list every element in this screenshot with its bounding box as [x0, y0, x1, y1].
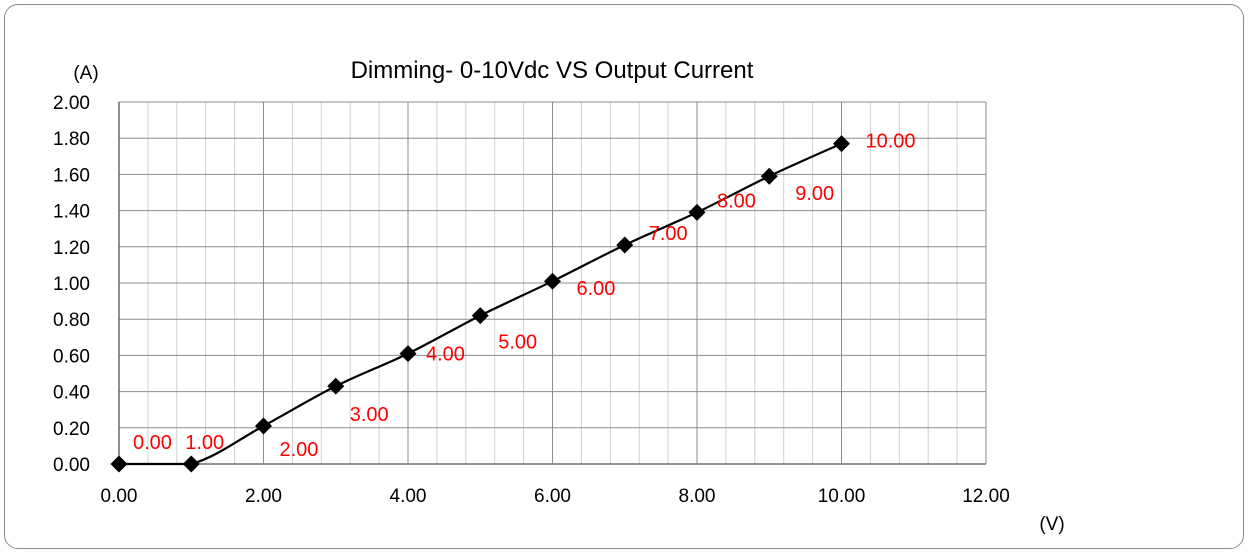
chart-title: Dimming- 0-10Vdc VS Output Current — [351, 57, 754, 84]
axis-layer: 0.00 0.20 0.40 0.60 0.80 1.00 1.20 1.40 1.60 1.80… — [53, 93, 1010, 507]
data-label: 8.00 — [717, 190, 756, 212]
data-label: 10.00 — [866, 131, 916, 153]
x-tick-label: 0.00 — [101, 486, 138, 507]
data-label: 7.00 — [649, 223, 688, 245]
data-label: 0.00 — [133, 432, 172, 454]
y-tick-label: 0.60 — [53, 346, 90, 367]
data-label: 2.00 — [280, 439, 319, 461]
y-tick-label: 0.80 — [53, 310, 90, 331]
y-tick-label: 0.00 — [53, 455, 90, 476]
x-tick-label: 2.00 — [245, 486, 282, 507]
x-tick-label: 10.00 — [818, 486, 866, 507]
data-point-marker — [616, 236, 634, 254]
x-axis-unit-label: (V) — [1039, 514, 1064, 535]
x-tick-label: 4.00 — [390, 486, 427, 507]
y-tick-label: 1.20 — [53, 238, 90, 259]
y-tick-label: 2.00 — [53, 93, 90, 114]
data-point-marker — [688, 203, 706, 221]
data-label: 9.00 — [795, 183, 834, 205]
x-tick-label: 12.00 — [962, 486, 1010, 507]
chart-frame — [4, 4, 1244, 549]
data-point-marker — [110, 455, 128, 473]
data-label: 1.00 — [185, 432, 224, 454]
data-point-marker — [399, 345, 417, 363]
data-point-marker — [544, 272, 561, 290]
y-tick-label: 1.00 — [53, 274, 90, 295]
series-layer — [110, 135, 850, 473]
y-tick-label: 1.60 — [53, 165, 90, 186]
y-tick-label: 1.80 — [53, 129, 90, 150]
x-tick-label: 8.00 — [679, 486, 716, 507]
data-point-marker — [760, 167, 778, 185]
y-tick-label: 0.20 — [53, 419, 90, 440]
data-label: 6.00 — [577, 278, 616, 300]
label-layer: 0.00 1.00 2.00 3.00 4.00 5.00 6.00 7.00 8.00 9.00… — [133, 131, 916, 461]
data-point-marker — [327, 377, 345, 395]
x-tick-label: 6.00 — [534, 486, 571, 507]
y-tick-label: 1.40 — [53, 202, 90, 223]
data-point-marker — [182, 455, 200, 473]
data-label: 3.00 — [350, 404, 389, 426]
data-point-marker — [833, 135, 850, 153]
data-point-marker — [255, 417, 272, 435]
y-axis-unit-label: (A) — [73, 63, 98, 84]
y-tick-label: 0.40 — [53, 383, 90, 404]
grid-layer — [118, 101, 987, 465]
data-point-marker — [471, 307, 489, 325]
data-label: 4.00 — [426, 344, 465, 366]
data-label: 5.00 — [498, 332, 537, 354]
